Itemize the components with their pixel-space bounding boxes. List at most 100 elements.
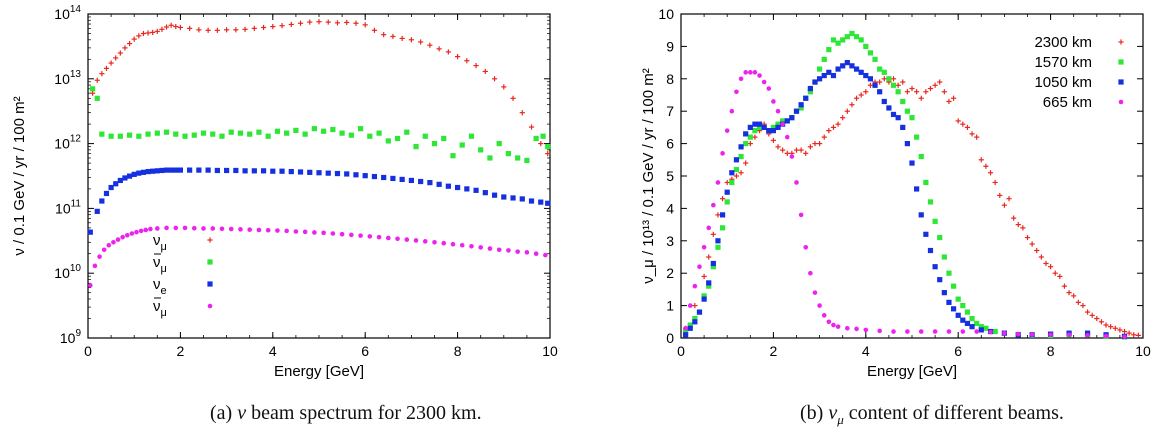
chart-a-point: [496, 141, 502, 147]
chart-a-point: [173, 131, 179, 137]
chart-a-point: [163, 129, 170, 135]
chart-b-point: [692, 315, 698, 322]
chart-b-point: [752, 128, 758, 134]
chart-b-point: [904, 89, 910, 95]
chart-b-point: [988, 329, 993, 335]
chart-b-y-tick-label: 0: [666, 330, 674, 346]
chart-b-y-tick-label: 1: [666, 298, 674, 314]
chart-a-point: [131, 36, 137, 42]
chart-b-point: [863, 72, 869, 79]
chart-b-point: [1066, 332, 1072, 338]
chart-a-point: [242, 168, 248, 174]
chart-a-point: [150, 29, 156, 36]
chart-b-series-3: [683, 70, 1127, 340]
chart-b-point: [830, 124, 837, 130]
chart-a-x-tick-label: 6: [361, 343, 369, 359]
chart-a-point: [473, 62, 479, 69]
chart-b-point: [715, 244, 721, 250]
chart-b-y-tick-label: 8: [666, 71, 674, 87]
caption-b: (b) νμ content of different beams.: [800, 402, 1064, 428]
chart-b-point: [724, 128, 730, 133]
chart-b-point: [1098, 319, 1105, 325]
chart-a-point: [455, 184, 461, 191]
chart-b-point: [964, 124, 971, 130]
chart-b-point: [719, 212, 726, 218]
chart-b-point: [927, 199, 934, 205]
chart-a-legend-marker: [207, 237, 213, 243]
chart-a-point: [381, 32, 387, 38]
chart-b-point: [729, 170, 735, 176]
chart-b-point: [789, 115, 795, 121]
chart-a-point: [505, 151, 512, 157]
chart-a-point: [187, 167, 193, 173]
chart-a-point: [524, 250, 530, 255]
chart-a-point: [404, 129, 410, 135]
chart-b-point: [738, 153, 744, 160]
chart-b-point: [715, 212, 721, 218]
chart-b-point: [937, 79, 943, 85]
chart-b-series-0: [683, 76, 1141, 339]
caption-b-symbol: ν: [828, 402, 838, 424]
chart-b-point: [826, 319, 832, 325]
chart-a-point: [97, 254, 102, 259]
chart-a-point: [394, 135, 401, 142]
chart-a-point: [150, 168, 156, 174]
chart-a-point: [145, 131, 151, 137]
chart-a-point: [404, 237, 410, 242]
chart-b-legend-label: 665 km: [1043, 94, 1092, 111]
chart-a-point: [145, 168, 151, 175]
chart-a-point: [422, 133, 428, 139]
chart-b-point: [918, 153, 924, 160]
chart-b-point: [946, 98, 952, 105]
chart-a-point: [297, 20, 304, 26]
chart-b-point: [687, 325, 693, 331]
chart-b-y-tick-label: 4: [666, 200, 674, 216]
chart-a-point: [143, 227, 149, 233]
chart-b-point: [719, 196, 726, 202]
chart-a-point: [111, 239, 116, 245]
chart-b-point: [780, 121, 785, 127]
caption-a-symbol: ν: [237, 402, 247, 424]
chart-a-point: [99, 131, 105, 137]
chart-b-point: [808, 270, 813, 276]
chart-b-point: [844, 60, 850, 66]
chart-b-point: [941, 89, 947, 95]
chart-b-point: [1135, 332, 1141, 339]
chart-a-point: [515, 155, 521, 161]
chart-a-point: [533, 135, 539, 142]
chart-a-point: [148, 226, 153, 232]
caption-a: (a) ν beam spectrum for 2300 km.: [210, 402, 482, 425]
chart-b-point: [780, 118, 786, 124]
chart-b-point: [710, 264, 716, 270]
chart-a-point: [182, 133, 188, 139]
chart-a-legend-label: νμ: [153, 254, 167, 275]
chart-b-point: [955, 296, 961, 302]
caption-b-text: content of different beams.: [848, 402, 1064, 424]
chart-b-point: [1080, 303, 1086, 309]
chart-a-point: [385, 138, 391, 144]
chart-a-x-tick-label: 10: [542, 343, 558, 359]
chart-a-point: [126, 40, 133, 47]
chart-b-point: [950, 95, 957, 101]
chart-b-point: [687, 303, 693, 308]
chart-b-point: [743, 131, 749, 137]
chart-b-point: [711, 202, 716, 208]
chart-b-point: [964, 320, 971, 327]
chart-a-point: [510, 95, 516, 101]
chart-b-point: [927, 247, 934, 254]
chart-b-point: [941, 254, 947, 260]
chart-b-point: [877, 89, 883, 95]
chart-b-point: [1034, 247, 1040, 254]
chart-b-point: [895, 89, 901, 95]
chart-a-point: [117, 50, 123, 56]
chart-a-point: [348, 132, 354, 138]
chart-b-legend-label: 1570 km: [1034, 54, 1092, 71]
chart-a-point: [288, 168, 294, 175]
chart-b-point: [905, 329, 910, 334]
chart-a-point: [399, 35, 405, 42]
chart-b-point: [706, 225, 712, 231]
chart-b-point: [775, 124, 781, 130]
chart-b-point: [974, 134, 980, 140]
chart-a-y-tick-label: 1012: [54, 134, 81, 152]
chart-a-point: [126, 173, 133, 179]
